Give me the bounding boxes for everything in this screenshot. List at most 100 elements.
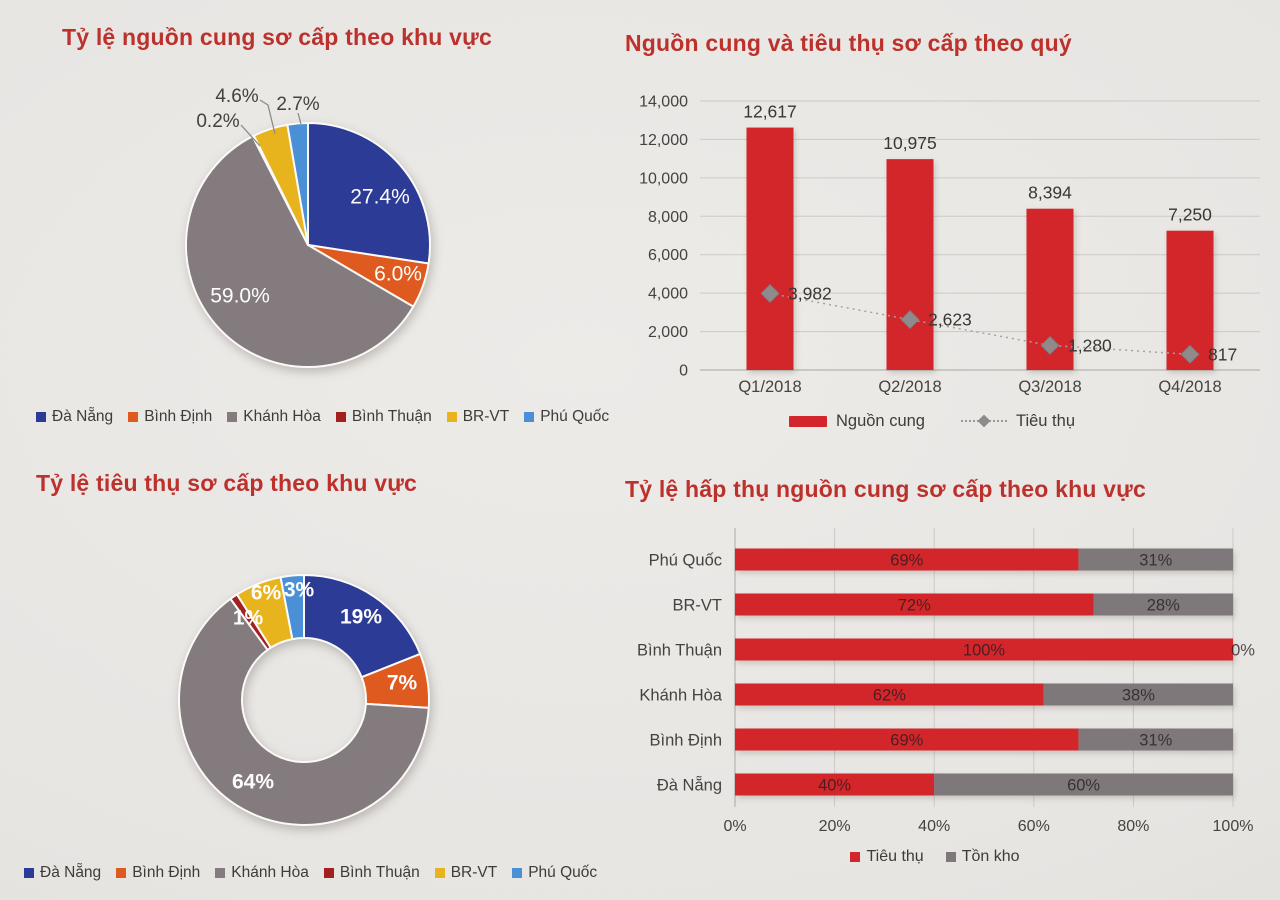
segment-label: 72% <box>898 597 931 615</box>
chart-title-consumption-donut: Tỷ lệ tiêu thụ sơ cấp theo khu vực <box>36 470 418 496</box>
color-swatch <box>215 868 226 878</box>
card-supply-pie-chart: Tỷ lệ nguồn cung sơ cấp theo khu vực 27.… <box>0 0 609 450</box>
x-axis-tick-label: 0% <box>723 818 746 835</box>
slice-label-phu-quoc: 2.7% <box>276 94 319 115</box>
x-axis-tick-label: 40% <box>918 818 950 835</box>
stacked-row-br-vt <box>735 593 1233 616</box>
legend-item-tieu-thu: Tiêu thụ <box>960 412 1075 431</box>
slice-label-binh-thuan: 0.2% <box>196 111 239 132</box>
legend-label: Tiêu thụ <box>866 848 924 865</box>
y-axis-tick-label: 8,000 <box>648 209 688 226</box>
segment-label: 69% <box>890 552 923 570</box>
color-swatch <box>788 416 827 427</box>
slice-label-br-vt: 4.6% <box>215 86 258 107</box>
x-axis-category-label: Q2/2018 <box>878 378 941 396</box>
segment-label: 0% <box>1231 642 1255 660</box>
segment-tieu-thu-khanh-hoa <box>735 683 1044 706</box>
absorption-legend: Tiêu thụ Tồn kho <box>606 848 1280 866</box>
legend-item-binh-dinh: Bình Định <box>116 864 200 882</box>
line-value-label: 2,623 <box>928 310 972 330</box>
chart-title-quarterly: Nguồn cung và tiêu thụ sơ cấp theo quý <box>625 30 1072 56</box>
pie-slice-da-nang <box>307 122 431 265</box>
diamond-line-swatch <box>960 414 1007 428</box>
legend-item-phu-quoc: Phú Quốc <box>524 408 609 426</box>
legend-label: Phú Quốc <box>540 408 610 425</box>
bar-value-label: 8,394 <box>1028 183 1072 203</box>
color-swatch <box>434 868 445 878</box>
card-absorption-stacked-chart: Tỷ lệ hấp thụ nguồn cung sơ cấp theo khu… <box>600 450 1280 900</box>
y-axis-tick-label: 12,000 <box>639 132 688 149</box>
legend-item-khanh-hoa: Khánh Hòa <box>215 864 309 882</box>
category-label-phu-quoc: Phú Quốc <box>649 552 722 570</box>
x-axis-tick-label: 60% <box>1018 818 1050 835</box>
pie-slice-phu-quoc <box>286 122 309 246</box>
absorption-stacked-chart: 0% 20% 40% 60% 80% 100% 69% 31% Phú Quốc 72% 28% BR… <box>637 528 1255 835</box>
color-swatch <box>524 412 535 422</box>
segment-label: 38% <box>1122 687 1155 705</box>
legend-label: Đà Nẵng <box>52 408 114 425</box>
legend-item-tieu-thu: Tiêu thụ <box>850 848 924 866</box>
segment-label: 31% <box>1139 552 1172 570</box>
slice-label-binh-thuan: 1% <box>233 607 264 630</box>
color-swatch <box>24 868 34 878</box>
stacked-row-phu-quoc <box>735 548 1233 571</box>
line-value-label: 817 <box>1208 344 1237 364</box>
diamond-marker-q1-2018 <box>760 283 780 304</box>
legend-label: Đà Nẵng <box>40 864 102 881</box>
color-swatch <box>945 852 956 862</box>
legend-label: Bình Định <box>132 864 201 881</box>
x-axis-category-label: Q4/2018 <box>1158 378 1221 396</box>
bar-q2-2018 <box>886 159 934 370</box>
x-axis-tick-label: 20% <box>819 818 851 835</box>
legend-label: Phú Quốc <box>528 864 598 881</box>
supply-bars-group <box>746 127 1214 370</box>
x-axis-category-label: Q3/2018 <box>1018 378 1081 396</box>
stacked-row-binh-dinh <box>735 728 1233 751</box>
legend-label: Bình Thuận <box>339 864 420 881</box>
supply-pie-chart: 27.4% 6.0% 59.0% 0.2% 4.6% 2.7% <box>185 86 431 368</box>
y-axis-tick-label: 0 <box>679 363 688 380</box>
legend-item-br-vt: BR-VT <box>434 864 498 882</box>
legend-label: Khánh Hòa <box>231 864 309 881</box>
segment-ton-kho-da-nang <box>934 773 1233 796</box>
consumption-share-by-region-plot <box>178 574 430 826</box>
segment-tieu-thu-binh-thuan <box>735 638 1233 661</box>
chart-title-absorption: Tỷ lệ hấp thụ nguồn cung sơ cấp theo khu… <box>625 476 1147 502</box>
segment-ton-kho-br-vt <box>1093 593 1233 616</box>
legend-item-binh-thuan: Bình Thuận <box>323 864 420 882</box>
segment-label: 28% <box>1147 597 1180 615</box>
legend-label: Khánh Hòa <box>243 408 321 425</box>
legend-label: BR-VT <box>450 864 498 881</box>
stacked-row-khanh-hoa <box>735 683 1233 706</box>
label-leader-line <box>297 112 302 125</box>
segment-label: 31% <box>1139 732 1172 750</box>
x-axis-tick-label: 80% <box>1117 818 1149 835</box>
segment-tieu-thu-da-nang <box>735 773 935 796</box>
y-axis-tick-label: 6,000 <box>648 247 688 264</box>
label-leader-line <box>240 124 261 147</box>
slice-label-phu-quoc: 3% <box>284 579 315 602</box>
y-axis-tick-label: 4,000 <box>648 286 688 303</box>
legend-item-ton-kho: Tồn kho <box>945 848 1020 866</box>
slice-label-br-vt: 6% <box>251 582 282 605</box>
legend-item-binh-dinh: Bình Định <box>128 408 212 426</box>
stacked-row-da-nang <box>735 773 1233 796</box>
label-leader-line <box>259 99 276 135</box>
legend-label: Bình Định <box>144 408 213 425</box>
legend-item-da-nang: Đà Nẵng <box>24 864 101 882</box>
slice-label-da-nang: 19% <box>340 606 382 629</box>
quarterly-combo-chart: 0 2,000 4,000 6,000 8,000 10,000 12,000 14,000 1… <box>639 94 1260 396</box>
slice-label-binh-dinh: 7% <box>387 672 418 695</box>
bar-value-label: 7,250 <box>1168 205 1212 225</box>
legend-label: Tiêu thụ <box>1015 412 1075 430</box>
pie-slice-khanh-hoa <box>178 597 430 826</box>
x-axis-tick-label: 100% <box>1213 818 1254 835</box>
y-axis-tick-label: 14,000 <box>639 94 688 111</box>
category-label-binh-dinh: Bình Định <box>650 732 722 750</box>
card-quarterly-combo-chart: Nguồn cung và tiêu thụ sơ cấp theo quý 0… <box>600 0 1280 455</box>
diamond-marker-q4-2018 <box>1180 344 1200 364</box>
bar-value-label: 10,975 <box>883 133 937 153</box>
color-swatch <box>446 412 457 422</box>
segment-label: 69% <box>890 732 923 750</box>
segment-tieu-thu-binh-dinh <box>735 728 1079 751</box>
